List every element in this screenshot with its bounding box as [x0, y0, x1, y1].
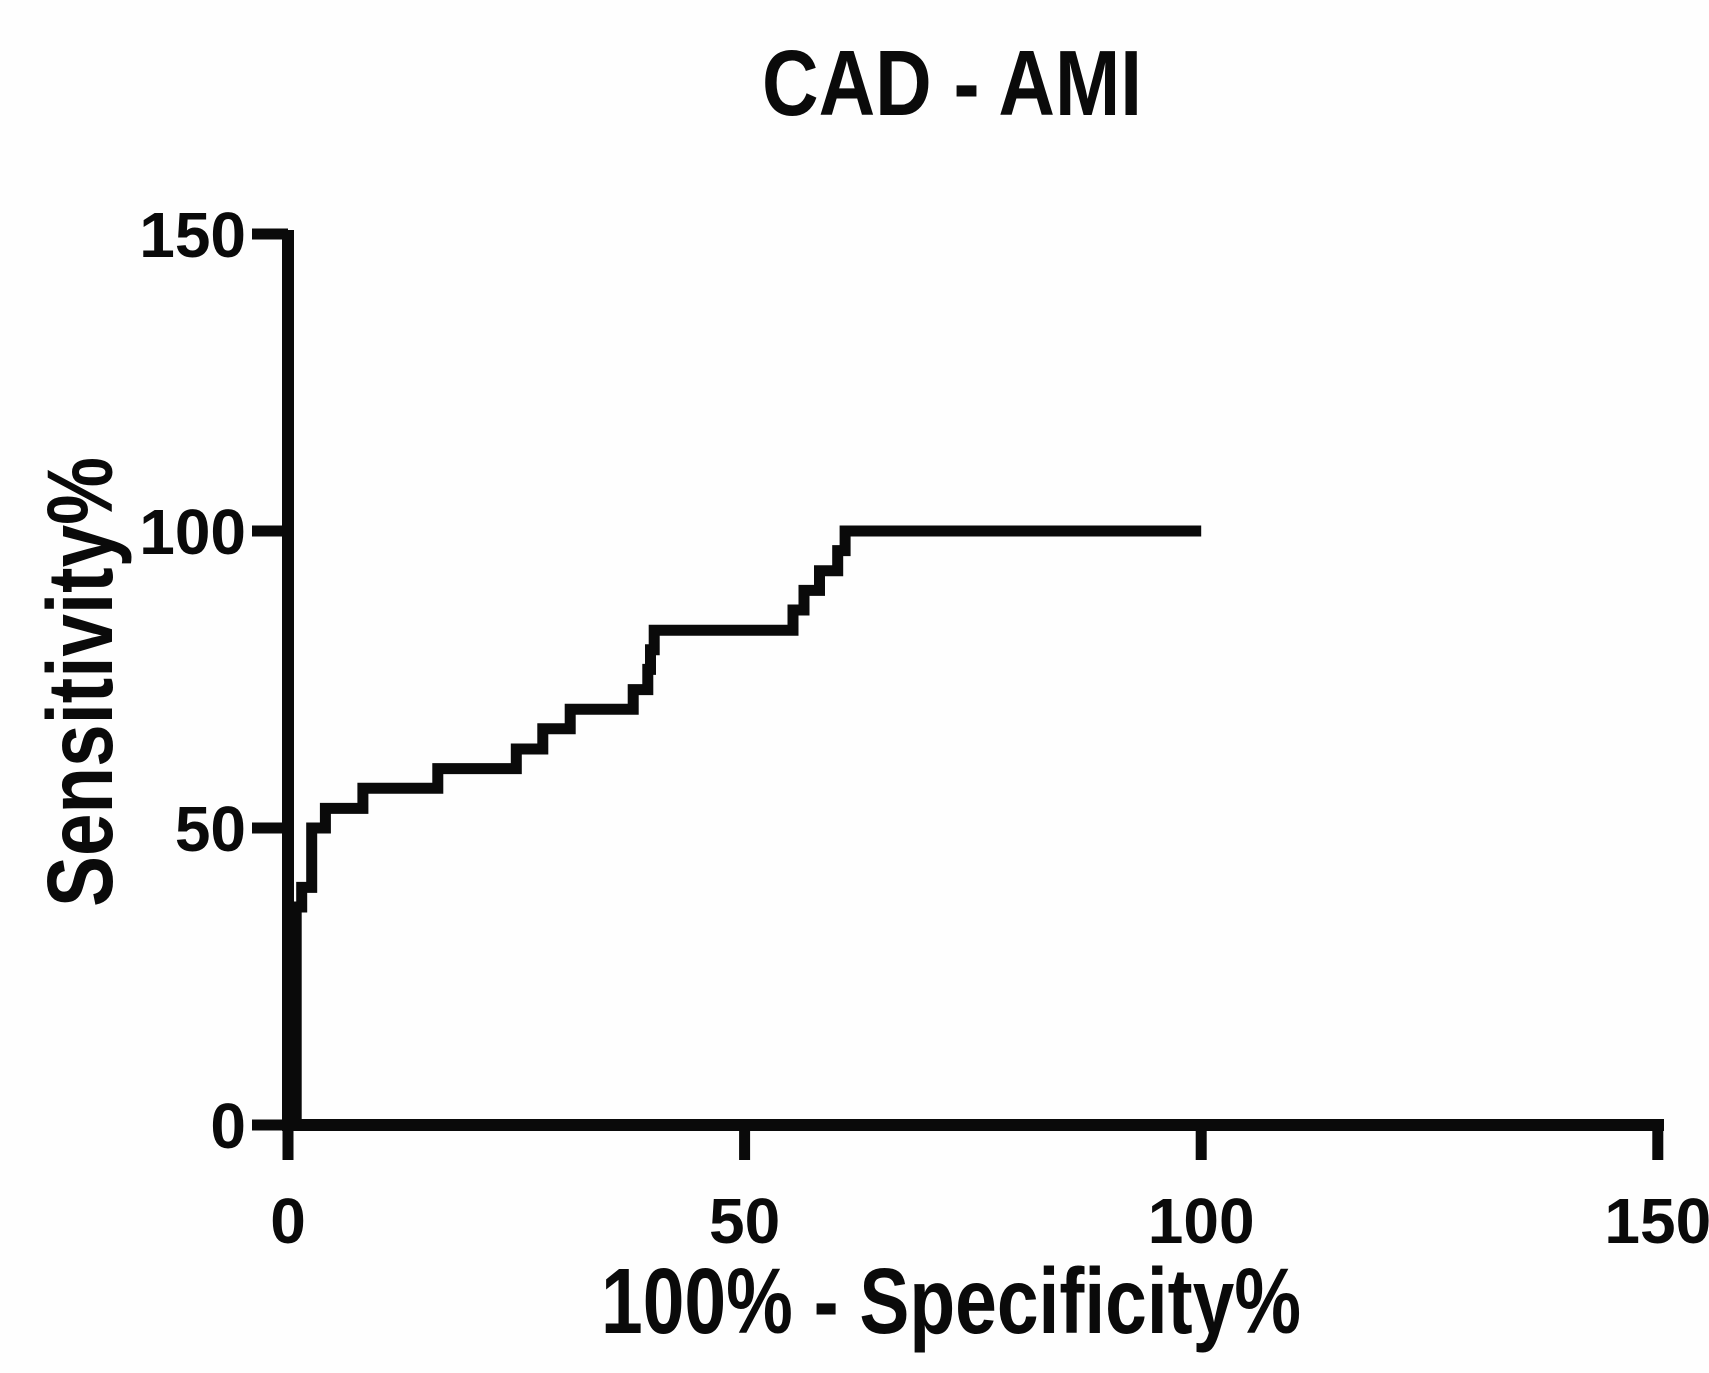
y-tick-label: 150: [139, 199, 246, 271]
chart-title: CAD - AMI: [762, 31, 1142, 135]
y-tick-label: 100: [139, 496, 246, 568]
roc-curve: [290, 525, 1202, 1125]
x-tick-label: 0: [270, 1185, 306, 1257]
y-tick-label: 50: [175, 793, 246, 865]
x-axis-label: 100% - Specificity%: [601, 1249, 1301, 1353]
x-tick-label: 100: [1148, 1185, 1255, 1257]
y-axis-ticks: 0 50 100 150: [139, 199, 288, 1162]
y-tick-label: 0: [210, 1090, 246, 1162]
x-axis-ticks: 0 50 100 150: [270, 1125, 1709, 1257]
y-axis-label: Sensitivity%: [28, 457, 132, 907]
x-tick-label: 150: [1604, 1185, 1709, 1257]
x-tick-label: 50: [709, 1185, 780, 1257]
